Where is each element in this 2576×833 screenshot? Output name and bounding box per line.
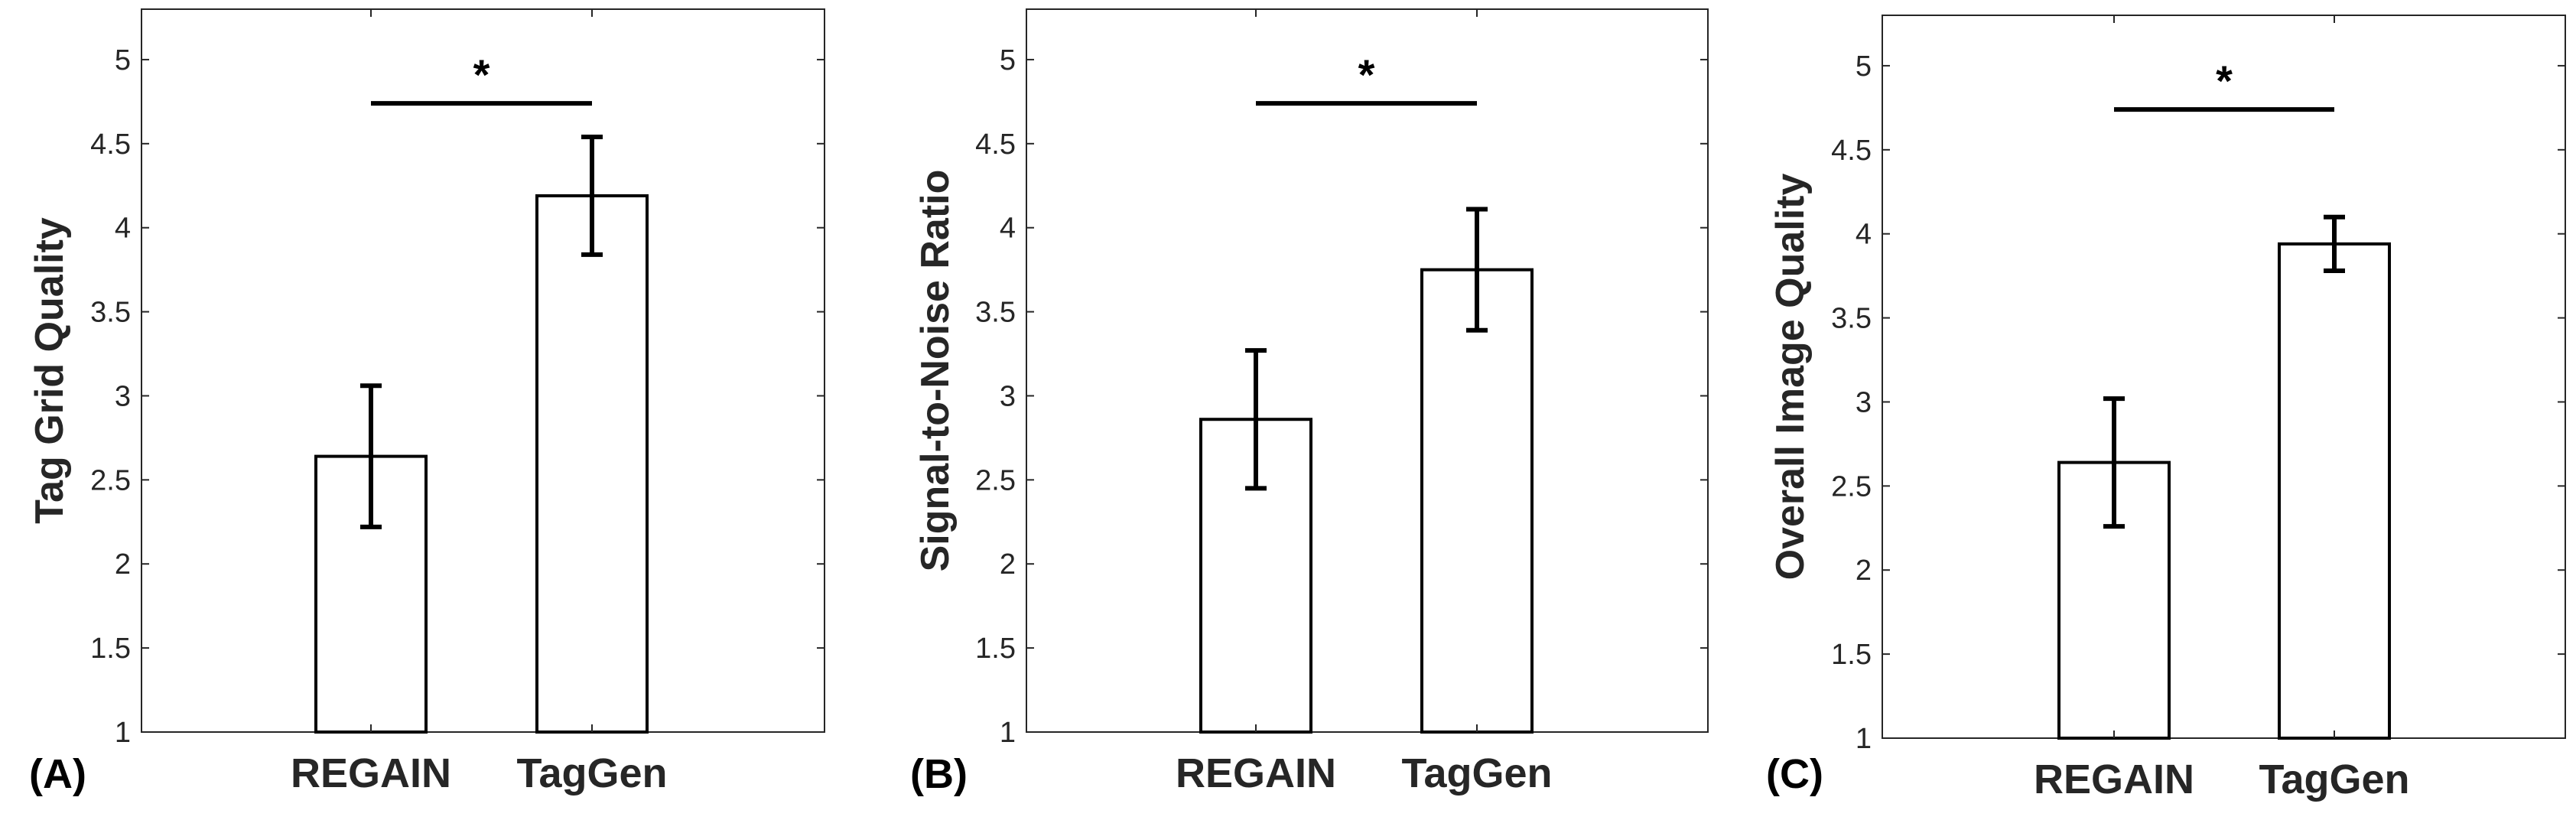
y-tick-label: 4.5 — [90, 129, 131, 161]
y-axis-label: Tag Grid Quality — [28, 217, 72, 524]
y-tick-label: 1.5 — [975, 633, 1016, 665]
significance-star: * — [1358, 50, 1375, 99]
y-tick-label: 3.5 — [975, 297, 1016, 329]
y-tick-label: 2.5 — [975, 464, 1016, 496]
y-tick-label: 2 — [1000, 548, 1016, 581]
significance-star: * — [473, 50, 490, 99]
y-tick-label: 2.5 — [1831, 470, 1872, 503]
y-axis-label: Overall Image Quality — [1768, 174, 1813, 581]
panel-label: (A) — [29, 751, 86, 797]
y-tick-label: 4.5 — [1831, 135, 1872, 167]
y-axis-label: Signal-to-Noise Ratio — [913, 170, 958, 572]
category-label: TagGen — [2259, 757, 2409, 802]
y-tick-label: 2 — [1856, 555, 1872, 587]
chart-panel-1: 1 1.5 2 2.5 3 3.5 4 4.5 5 REGAIN TagGen * Tag Grid Q… — [28, 8, 825, 797]
y-tick-label: 2 — [115, 548, 131, 581]
bar-taggen — [2278, 242, 2391, 740]
bar-taggen — [1420, 268, 1534, 734]
y-tick-label: 3.5 — [90, 297, 131, 329]
y-tick-label: 2.5 — [90, 464, 131, 496]
y-tick-label: 4 — [1000, 213, 1016, 245]
y-tick-label: 3 — [1856, 386, 1872, 418]
y-tick-label: 3 — [1000, 380, 1016, 412]
y-tick-label: 5 — [1856, 50, 1872, 83]
bar-taggen — [535, 194, 649, 734]
y-tick-label: 1 — [1856, 723, 1872, 755]
y-tick-label: 4.5 — [975, 129, 1016, 161]
category-label: TagGen — [1401, 750, 1552, 796]
y-tick-label: 1 — [1000, 717, 1016, 749]
y-tick-label: 4 — [1856, 219, 1872, 251]
category-label: REGAIN — [291, 750, 451, 796]
significance-star: * — [2216, 57, 2233, 105]
category-label: TagGen — [516, 750, 667, 796]
panel-label: (B) — [910, 751, 968, 797]
axes-box — [141, 8, 825, 733]
y-tick-label: 1 — [115, 717, 131, 749]
y-tick-label: 1.5 — [90, 633, 131, 665]
category-label: REGAIN — [2034, 757, 2194, 802]
chart-panel-2: 1 1.5 2 2.5 3 3.5 4 4.5 5 REGAIN TagGen * Signal-to-… — [910, 8, 1709, 797]
y-tick-label: 5 — [1000, 44, 1016, 76]
axes-box — [1026, 8, 1709, 733]
y-tick-label: 5 — [115, 44, 131, 76]
y-tick-label: 4 — [115, 213, 131, 245]
y-tick-label: 3 — [115, 380, 131, 412]
axes-box — [1882, 15, 2566, 739]
chart-panel-3: 1 1.5 2 2.5 3 3.5 4 4.5 5 REGAIN TagGen * Overall Im… — [1766, 15, 2566, 802]
panel-label: (C) — [1766, 751, 1823, 797]
category-label: REGAIN — [1176, 750, 1336, 796]
y-tick-label: 1.5 — [1831, 639, 1872, 671]
y-tick-label: 3.5 — [1831, 303, 1872, 335]
